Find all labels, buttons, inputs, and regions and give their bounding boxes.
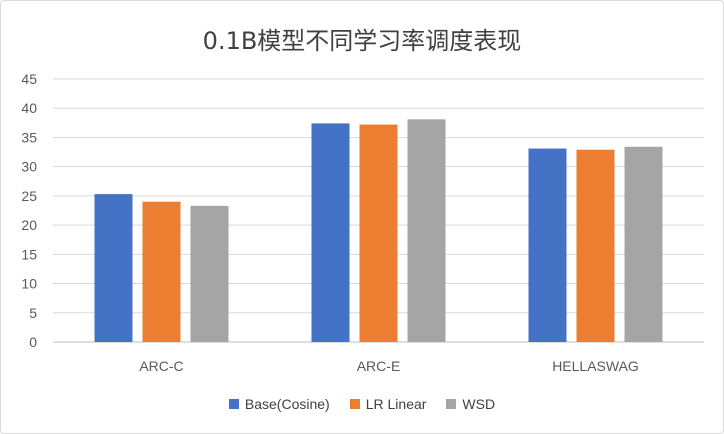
y-tick-label: 35 bbox=[21, 129, 37, 145]
y-tick-label: 45 bbox=[21, 71, 37, 87]
bar-lr-linear-arc-e bbox=[359, 124, 398, 342]
legend-item: LR Linear bbox=[349, 396, 427, 412]
y-tick-label: 30 bbox=[21, 159, 37, 175]
bar-wsd-arc-e bbox=[407, 119, 446, 343]
x-tick-label: HELLASWAG bbox=[552, 358, 639, 374]
bar-base-cosine--arc-e bbox=[311, 123, 350, 342]
y-tick-label: 5 bbox=[29, 305, 37, 321]
x-tick-label: ARC-E bbox=[357, 358, 401, 374]
bar-lr-linear-arc-c bbox=[142, 201, 181, 342]
y-tick-label: 10 bbox=[21, 276, 37, 292]
legend-item: WSD bbox=[446, 396, 495, 412]
legend-label: LR Linear bbox=[365, 396, 427, 412]
legend-swatch bbox=[228, 399, 239, 409]
legend-label: Base(Cosine) bbox=[244, 396, 330, 412]
legend-swatch bbox=[349, 399, 360, 409]
chart-title: 0.1B模型不同学习率调度表现 bbox=[202, 27, 522, 55]
bar-base-cosine--hellaswag bbox=[528, 148, 567, 342]
legend: Base(Cosine) LR Linear WSD bbox=[1, 396, 723, 412]
x-tick-label: ARC-C bbox=[139, 358, 183, 374]
y-tick-label: 40 bbox=[21, 100, 37, 116]
y-tick-label: 15 bbox=[21, 246, 37, 262]
y-tick-label: 0 bbox=[29, 334, 37, 350]
bar-base-cosine--arc-c bbox=[94, 194, 133, 342]
y-tick-label: 20 bbox=[21, 217, 37, 233]
bar-lr-linear-hellaswag bbox=[576, 149, 615, 342]
y-tick-label: 25 bbox=[21, 188, 37, 204]
bar-wsd-hellaswag bbox=[624, 146, 663, 342]
legend-swatch bbox=[446, 399, 457, 409]
legend-label: WSD bbox=[462, 396, 496, 412]
bar-wsd-arc-c bbox=[190, 205, 229, 342]
legend-item: Base(Cosine) bbox=[228, 396, 330, 412]
